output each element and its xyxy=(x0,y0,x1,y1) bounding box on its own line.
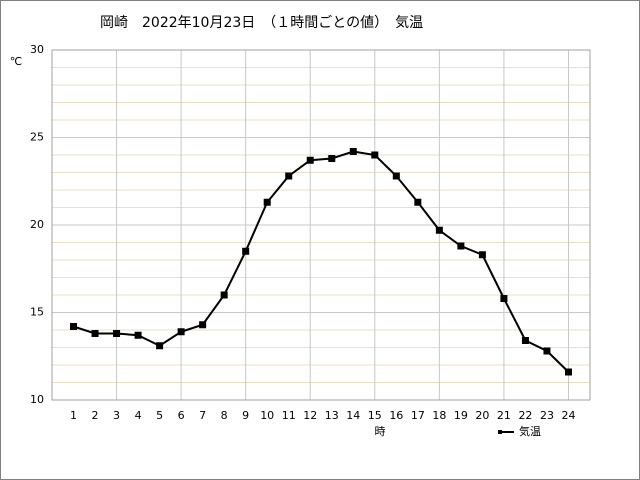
marker xyxy=(306,156,314,164)
marker xyxy=(177,328,185,336)
x-tick-label: 9 xyxy=(242,409,249,422)
plot-border xyxy=(51,49,591,401)
x-tick-label: 10 xyxy=(260,409,274,422)
marker xyxy=(543,347,551,355)
marker xyxy=(392,172,400,180)
legend-marker xyxy=(498,430,502,434)
x-tick-label: 5 xyxy=(156,409,163,422)
marker xyxy=(349,148,357,155)
marker xyxy=(521,337,529,344)
legend-label: 気温 xyxy=(519,424,541,438)
x-tick-label: 3 xyxy=(113,409,120,422)
x-tick-label: 7 xyxy=(199,409,206,422)
marker xyxy=(113,330,121,337)
marker xyxy=(564,368,572,376)
marker xyxy=(70,323,78,330)
marker xyxy=(371,151,379,159)
x-tick-label: 22 xyxy=(518,409,532,422)
marker xyxy=(263,198,271,206)
chart-title: 岡崎 2022年10月23日 （１時間ごとの値） 気温 xyxy=(100,15,423,31)
marker xyxy=(478,251,486,259)
marker xyxy=(91,330,99,337)
marker xyxy=(220,291,228,299)
x-tick-label: 11 xyxy=(282,409,296,422)
x-tick-label: 15 xyxy=(368,409,382,422)
marker xyxy=(285,172,293,180)
x-tick-label: 13 xyxy=(325,409,339,422)
x-tick-label: 14 xyxy=(346,409,360,422)
marker xyxy=(435,226,443,234)
x-tick-label: 20 xyxy=(475,409,489,422)
marker xyxy=(500,295,508,302)
y-tick-label: 25 xyxy=(30,131,44,144)
y-tick-label: 20 xyxy=(30,218,44,231)
x-tick-label: 2 xyxy=(92,409,99,422)
x-axis-label: 時 xyxy=(375,425,386,438)
x-tick-label: 18 xyxy=(432,409,446,422)
y-tick-label: 10 xyxy=(30,393,44,406)
marker xyxy=(414,198,422,206)
x-tick-label: 16 xyxy=(389,409,403,422)
y-tick-label: 30 xyxy=(30,43,44,56)
x-tick-label: 24 xyxy=(561,409,575,422)
marker xyxy=(328,155,336,162)
x-tick-label: 12 xyxy=(303,409,317,422)
x-tick-label: 4 xyxy=(135,409,142,422)
x-tick-label: 19 xyxy=(454,409,468,422)
line xyxy=(73,150,570,373)
marker xyxy=(457,242,465,250)
y-axis-label: ℃ xyxy=(10,55,22,68)
marker xyxy=(156,342,164,350)
x-tick-label: 21 xyxy=(497,409,511,422)
marker xyxy=(134,331,142,339)
marker xyxy=(242,247,250,255)
x-tick-label: 1 xyxy=(70,409,77,422)
x-tick-label: 23 xyxy=(540,409,554,422)
x-tick-label: 6 xyxy=(178,409,185,422)
marker xyxy=(199,321,207,329)
x-tick-label: 17 xyxy=(411,409,425,422)
x-tick-label: 8 xyxy=(221,409,228,422)
y-tick-label: 15 xyxy=(30,306,44,319)
